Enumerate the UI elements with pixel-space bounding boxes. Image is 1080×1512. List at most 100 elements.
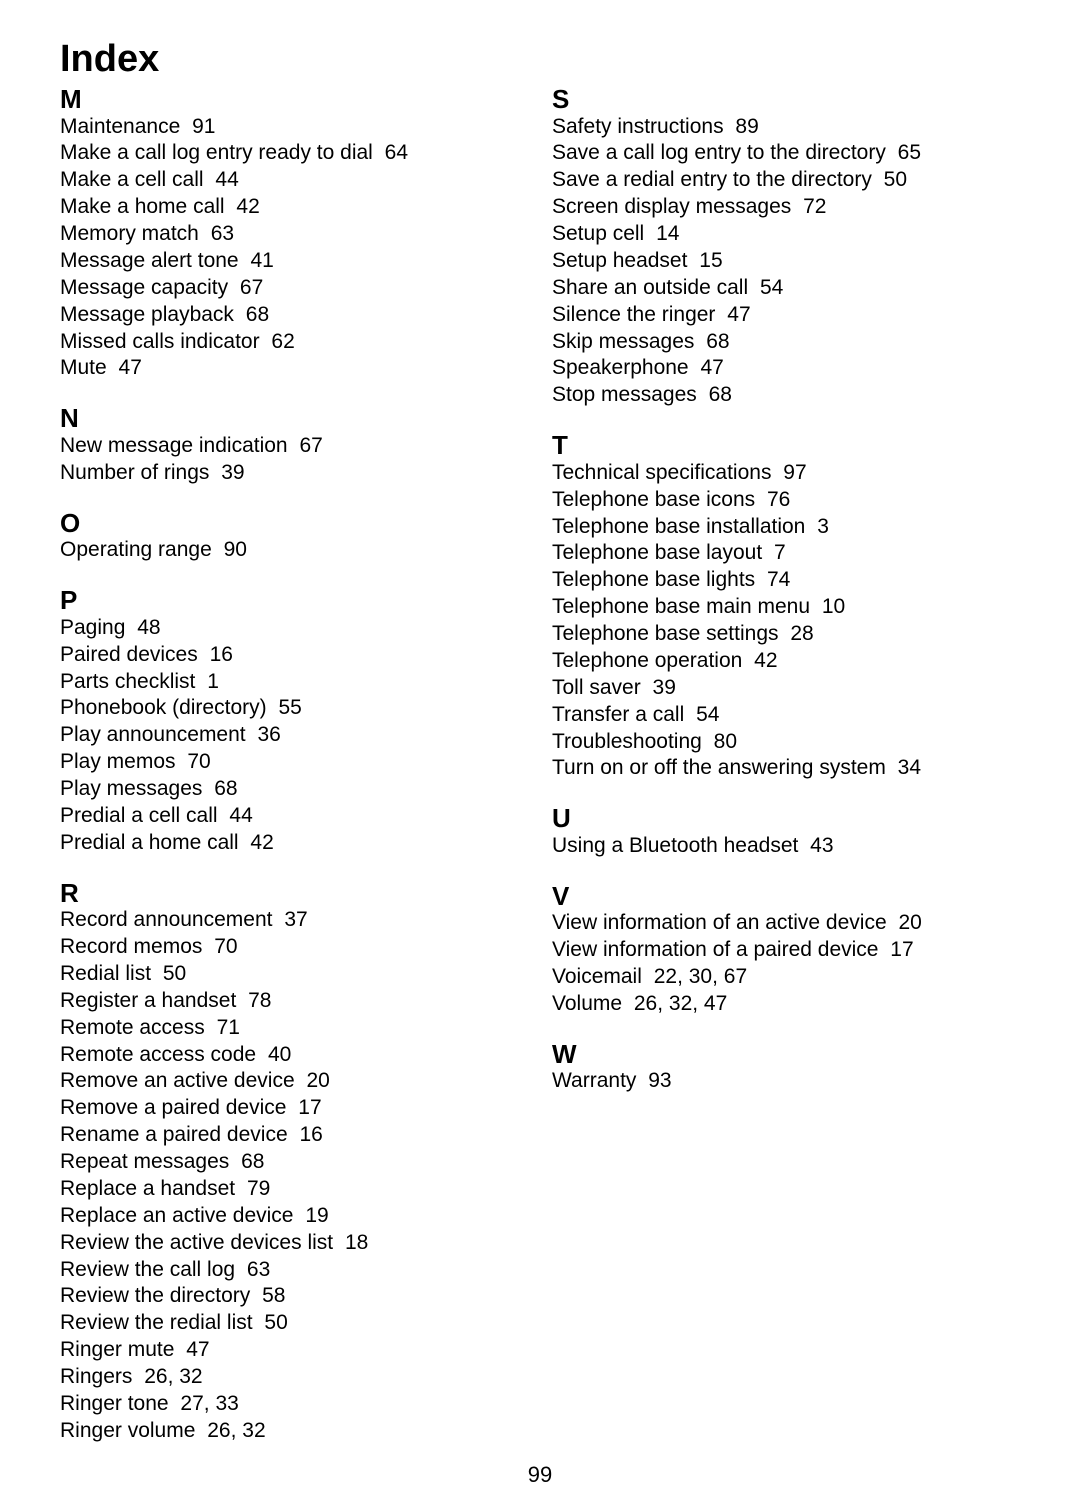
entry-page: 14 (650, 222, 679, 245)
entry-page: 20 (301, 1069, 330, 1092)
entry-text: Safety instructions (552, 115, 724, 138)
entry-text: New message indication (60, 434, 288, 457)
entry-text: Remote access code (60, 1043, 256, 1066)
index-entry: Operating range 90 (60, 537, 528, 564)
entry-text: Speakerphone (552, 356, 689, 379)
entry-page: 67 (294, 434, 323, 457)
index-entry: View information of a paired device 17 (552, 937, 1020, 964)
index-entry: Save a call log entry to the directory 6… (552, 140, 1020, 167)
entry-page: 18 (339, 1231, 368, 1254)
entry-page: 72 (797, 195, 826, 218)
index-entry: Save a redial entry to the directory 50 (552, 167, 1020, 194)
entry-text: Memory match (60, 222, 199, 245)
index-entry: Redial list 50 (60, 961, 528, 988)
index-entry: Message capacity 67 (60, 275, 528, 302)
entry-page: 68 (235, 1150, 264, 1173)
entry-page: 76 (761, 488, 790, 511)
entry-text: Voicemail (552, 965, 642, 988)
entry-text: Telephone base main menu (552, 595, 810, 618)
entry-text: Message alert tone (60, 249, 239, 272)
entry-text: Ringer tone (60, 1392, 169, 1415)
index-entry: Stop messages 68 (552, 382, 1020, 409)
entry-text: Troubleshooting (552, 730, 702, 753)
index-entry: Paging 48 (60, 615, 528, 642)
entry-page: 26, 32, 47 (628, 992, 727, 1015)
entry-text: Message playback (60, 303, 234, 326)
entry-text: Maintenance (60, 115, 180, 138)
entry-text: View information of an active device (552, 911, 887, 934)
section-letter: V (552, 882, 1020, 911)
entry-text: Remove an active device (60, 1069, 295, 1092)
entry-text: Review the directory (60, 1284, 250, 1307)
index-entry: Remote access 71 (60, 1015, 528, 1042)
entry-page: 80 (708, 730, 737, 753)
entry-text: Telephone base icons (552, 488, 755, 511)
entry-text: Telephone base lights (552, 568, 755, 591)
index-entry: Missed calls indicator 62 (60, 329, 528, 356)
index-entry: Replace an active device 19 (60, 1203, 528, 1230)
entry-page: 71 (211, 1016, 240, 1039)
index-entry: Play messages 68 (60, 776, 528, 803)
entry-page: 19 (299, 1204, 328, 1227)
entry-page: 63 (241, 1258, 270, 1281)
entry-page: 39 (215, 461, 244, 484)
entry-text: Setup headset (552, 249, 687, 272)
entry-page: 3 (811, 515, 829, 538)
index-entry: Telephone base main menu 10 (552, 594, 1020, 621)
index-entry: Review the call log 63 (60, 1257, 528, 1284)
index-entry: Message alert tone 41 (60, 248, 528, 275)
entry-text: Skip messages (552, 330, 694, 353)
entry-page: 16 (204, 643, 233, 666)
entry-text: Review the redial list (60, 1311, 253, 1334)
index-entry: Play announcement 36 (60, 722, 528, 749)
index-entry: Telephone operation 42 (552, 648, 1020, 675)
entry-text: Review the call log (60, 1258, 235, 1281)
index-entry: Remove a paired device 17 (60, 1095, 528, 1122)
entry-page: 50 (157, 962, 186, 985)
entry-page: 62 (266, 330, 295, 353)
index-entry: Setup cell 14 (552, 221, 1020, 248)
section-letter: P (60, 586, 528, 615)
entry-text: Remove a paired device (60, 1096, 286, 1119)
index-columns: MMaintenance 91Make a call log entry rea… (60, 85, 1020, 1467)
entry-text: Play messages (60, 777, 202, 800)
index-entry: Ringer mute 47 (60, 1337, 528, 1364)
entry-text: Repeat messages (60, 1150, 229, 1173)
entry-text: Turn on or off the answering system (552, 756, 886, 779)
index-entry: Volume 26, 32, 47 (552, 991, 1020, 1018)
entry-text: Using a Bluetooth headset (552, 834, 798, 857)
entry-text: Stop messages (552, 383, 697, 406)
entry-text: Warranty (552, 1069, 636, 1092)
entry-text: Play announcement (60, 723, 246, 746)
index-entry: Remove an active device 20 (60, 1068, 528, 1095)
entry-text: Replace a handset (60, 1177, 235, 1200)
entry-page: 26, 32 (201, 1419, 265, 1442)
entry-text: Transfer a call (552, 703, 684, 726)
entry-page: 47 (721, 303, 750, 326)
index-entry: Silence the ringer 47 (552, 302, 1020, 329)
entry-page: 97 (777, 461, 806, 484)
index-entry: Make a home call 42 (60, 194, 528, 221)
section-letter: W (552, 1040, 1020, 1069)
entry-page: 68 (240, 303, 269, 326)
entry-text: Toll saver (552, 676, 641, 699)
entry-text: Make a call log entry ready to dial (60, 141, 373, 164)
entry-text: Paging (60, 616, 125, 639)
entry-text: Ringer mute (60, 1338, 174, 1361)
column-left: MMaintenance 91Make a call log entry rea… (60, 85, 528, 1467)
entry-text: Share an outside call (552, 276, 748, 299)
entry-page: 48 (131, 616, 160, 639)
index-section: SSafety instructions 89Save a call log e… (552, 85, 1020, 409)
entry-page: 44 (210, 168, 239, 191)
index-entry: Toll saver 39 (552, 675, 1020, 702)
entry-text: Number of rings (60, 461, 209, 484)
index-entry: Telephone base settings 28 (552, 621, 1020, 648)
entry-text: Telephone base installation (552, 515, 805, 538)
entry-page: 54 (690, 703, 719, 726)
entry-page: 17 (884, 938, 913, 961)
entry-page: 47 (180, 1338, 209, 1361)
entry-page: 91 (186, 115, 215, 138)
index-section: NNew message indication 67Number of ring… (60, 404, 528, 486)
index-entry: Screen display messages 72 (552, 194, 1020, 221)
section-letter: U (552, 804, 1020, 833)
